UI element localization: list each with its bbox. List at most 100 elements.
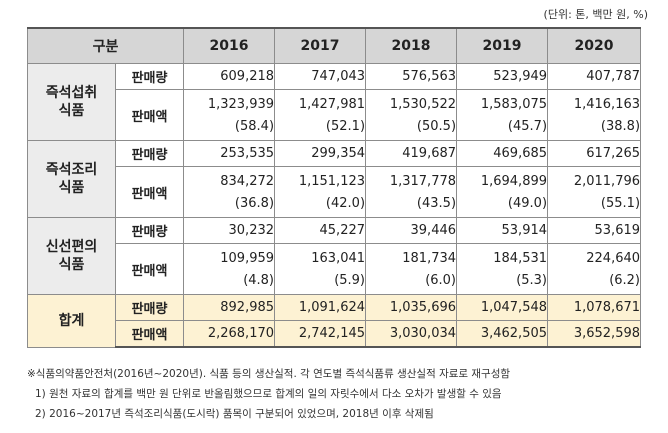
row-label-amount: 판매액 bbox=[114, 89, 185, 141]
cell-total-amount: 3,652,598 bbox=[547, 320, 642, 348]
cell-quantity: 469,685 bbox=[456, 140, 549, 167]
header-category: 구분 bbox=[26, 27, 185, 64]
cell-quantity: 53,914 bbox=[456, 217, 549, 244]
share-value: (38.8) bbox=[600, 118, 641, 134]
share-value: (36.8) bbox=[234, 195, 275, 211]
share-value: (5.3) bbox=[516, 272, 548, 288]
footnote-2: 2) 2016~2017년 즉석조리식품(도시락) 품목이 구분되어 있었으며,… bbox=[35, 408, 434, 420]
category-name-line1: 즉석섭취 bbox=[45, 85, 98, 101]
cell-total-quantity: 892,985 bbox=[183, 294, 276, 321]
cell-quantity: 576,563 bbox=[365, 63, 458, 90]
share-value: (45.7) bbox=[507, 118, 548, 134]
share-value: (43.5) bbox=[416, 195, 457, 211]
cell-quantity: 39,446 bbox=[365, 217, 458, 244]
amount-value: 1,323,939 bbox=[207, 96, 275, 112]
category-name-line2: 식품 bbox=[58, 257, 85, 273]
amount-value: 1,583,075 bbox=[480, 96, 548, 112]
table-row: 판매액 1,323,939 (58.4) 1,427,981 (52.1) 1,53… bbox=[28, 89, 642, 141]
category-name-line1: 신선편의 bbox=[45, 239, 98, 255]
cell-amount: 1,530,522 (50.5) bbox=[365, 89, 458, 141]
category-fresh-convenience: 신선편의 식품 bbox=[27, 217, 116, 295]
amount-value: 224,640 bbox=[586, 250, 641, 266]
footnote-1: 1) 원천 자료의 합계를 백만 원 단위로 반올림했으므로 합계의 일의 자릿… bbox=[35, 388, 502, 400]
amount-value: 184,531 bbox=[493, 250, 548, 266]
share-value: (50.5) bbox=[416, 118, 457, 134]
cell-amount: 1,427,981 (52.1) bbox=[274, 89, 367, 141]
category-name-line2: 식품 bbox=[58, 103, 85, 119]
share-value: (58.4) bbox=[234, 118, 275, 134]
cell-amount: 1,694,899 (49.0) bbox=[456, 166, 549, 218]
category-ready-to-cook: 즉석조리 식품 bbox=[27, 140, 116, 218]
amount-value: 1,694,899 bbox=[480, 173, 548, 189]
row-label-quantity: 판매량 bbox=[114, 140, 185, 167]
footnotes: ※식품의약품안전처(2016년~2020년). 식품 등의 생산실적. 각 연도… bbox=[27, 364, 510, 424]
amount-value: 1,317,778 bbox=[389, 173, 457, 189]
cell-amount: 184,531 (5.3) bbox=[456, 243, 549, 295]
total-row: 판매액 2,268,170 2,742,145 3,030,034 3,462,… bbox=[28, 320, 642, 348]
table-row: 판매액 109,959 (4.8) 163,041 (5.9) 181,734 (6.… bbox=[28, 243, 642, 295]
cell-amount: 1,416,163 (38.8) bbox=[547, 89, 642, 141]
sales-table: 구분 2016 2017 2018 2019 2020 즉석섭취 식품 판매량 … bbox=[26, 27, 642, 348]
header-year-2017: 2017 bbox=[274, 27, 367, 64]
share-value: (5.9) bbox=[334, 272, 366, 288]
row-label-amount: 판매액 bbox=[114, 243, 185, 295]
cell-quantity: 30,232 bbox=[183, 217, 276, 244]
cell-amount: 1,151,123 (42.0) bbox=[274, 166, 367, 218]
cell-quantity: 617,265 bbox=[547, 140, 642, 167]
cell-amount: 109,959 (4.8) bbox=[183, 243, 276, 295]
cell-amount: 181,734 (6.0) bbox=[365, 243, 458, 295]
share-value: (52.1) bbox=[325, 118, 366, 134]
cell-amount: 1,317,778 (43.5) bbox=[365, 166, 458, 218]
amount-value: 181,734 bbox=[402, 250, 457, 266]
category-ready-to-eat: 즉석섭취 식품 bbox=[27, 63, 116, 141]
cell-total-amount: 2,268,170 bbox=[183, 320, 276, 348]
cell-total-amount: 3,462,505 bbox=[456, 320, 549, 348]
table-row: 판매액 834,272 (36.8) 1,151,123 (42.0) 1,317,… bbox=[28, 166, 642, 218]
cell-amount: 224,640 (6.2) bbox=[547, 243, 642, 295]
cell-quantity: 53,619 bbox=[547, 217, 642, 244]
cell-quantity: 253,535 bbox=[183, 140, 276, 167]
amount-value: 1,427,981 bbox=[298, 96, 366, 112]
unit-note: (단위: 톤, 백만 원, %) bbox=[543, 8, 648, 21]
category-name-line1: 즉석조리 bbox=[45, 162, 98, 178]
share-value: (42.0) bbox=[325, 195, 366, 211]
cell-total-amount: 2,742,145 bbox=[274, 320, 367, 348]
amount-value: 834,272 bbox=[220, 173, 275, 189]
row-label-amount: 판매액 bbox=[114, 320, 185, 348]
table-row: 즉석섭취 식품 판매량 609,218 747,043 576,563 523,… bbox=[27, 63, 642, 141]
cell-amount: 834,272 (36.8) bbox=[183, 166, 276, 218]
row-label-quantity: 판매량 bbox=[114, 63, 185, 90]
amount-value: 2,011,796 bbox=[573, 173, 641, 189]
amount-value: 1,151,123 bbox=[298, 173, 366, 189]
header-year-2018: 2018 bbox=[365, 27, 458, 64]
cell-total-quantity: 1,035,696 bbox=[365, 294, 458, 321]
cell-quantity: 45,227 bbox=[274, 217, 367, 244]
cell-total-amount: 3,030,034 bbox=[365, 320, 458, 348]
cell-quantity: 407,787 bbox=[547, 63, 642, 90]
amount-value: 109,959 bbox=[220, 250, 275, 266]
share-value: (55.1) bbox=[600, 195, 641, 211]
category-total: 합계 bbox=[27, 294, 116, 348]
table-row: 신선편의 식품 판매량 30,232 45,227 39,446 53,914 … bbox=[27, 217, 642, 295]
share-value: (6.0) bbox=[425, 272, 457, 288]
row-label-quantity: 판매량 bbox=[114, 294, 185, 321]
cell-quantity: 299,354 bbox=[274, 140, 367, 167]
share-value: (4.8) bbox=[243, 272, 275, 288]
table-row: 즉석조리 식품 판매량 253,535 299,354 419,687 469,… bbox=[27, 140, 642, 218]
source-note: ※식품의약품안전처(2016년~2020년). 식품 등의 생산실적. 각 연도… bbox=[27, 368, 511, 380]
cell-total-quantity: 1,091,624 bbox=[274, 294, 367, 321]
cell-quantity: 747,043 bbox=[274, 63, 367, 90]
share-value: (49.0) bbox=[507, 195, 548, 211]
cell-amount: 1,323,939 (58.4) bbox=[183, 89, 276, 141]
cell-amount: 163,041 (5.9) bbox=[274, 243, 367, 295]
amount-value: 163,041 bbox=[311, 250, 366, 266]
amount-value: 1,530,522 bbox=[389, 96, 457, 112]
header-year-2020: 2020 bbox=[547, 27, 642, 64]
cell-quantity: 523,949 bbox=[456, 63, 549, 90]
cell-total-quantity: 1,047,548 bbox=[456, 294, 549, 321]
share-value: (6.2) bbox=[609, 272, 641, 288]
cell-quantity: 419,687 bbox=[365, 140, 458, 167]
category-name-line2: 식품 bbox=[58, 180, 85, 196]
cell-amount: 1,583,075 (45.7) bbox=[456, 89, 549, 141]
cell-amount: 2,011,796 (55.1) bbox=[547, 166, 642, 218]
